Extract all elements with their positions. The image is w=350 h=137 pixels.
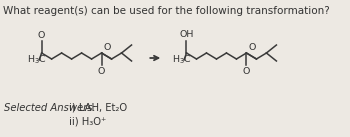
- Text: What reagent(s) can be used for the following transformation?: What reagent(s) can be used for the foll…: [4, 6, 330, 16]
- Text: ii) H₃O⁺: ii) H₃O⁺: [69, 116, 106, 126]
- Text: Selected Answers:: Selected Answers:: [4, 103, 96, 113]
- Text: H$_3$C: H$_3$C: [27, 54, 47, 66]
- Text: O: O: [243, 67, 250, 76]
- Text: H$_3$C: H$_3$C: [172, 54, 192, 66]
- Text: OH: OH: [179, 30, 194, 39]
- Text: O: O: [104, 43, 111, 52]
- Text: O: O: [248, 43, 256, 52]
- Text: O: O: [37, 31, 44, 40]
- Text: O: O: [98, 67, 105, 76]
- Text: i) LAH, Et₂O: i) LAH, Et₂O: [69, 103, 127, 113]
